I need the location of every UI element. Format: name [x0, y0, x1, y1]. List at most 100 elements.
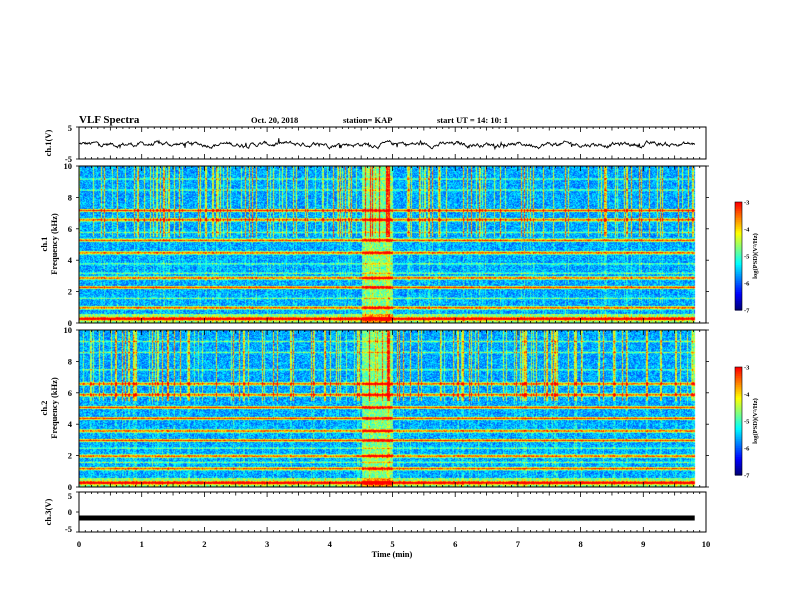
colorbar-cell [735, 458, 742, 462]
time-ticklabel: 0 [77, 539, 81, 549]
colorbar-cell [735, 245, 742, 248]
colorbar-cell [735, 399, 742, 402]
colorbar-cell [735, 395, 742, 399]
ch1-waveform-ticks [76, 126, 707, 160]
colorbar-cell [735, 413, 742, 417]
colorbar-cell [735, 293, 742, 297]
colorbar-ticklabel: -5 [744, 419, 750, 426]
freq-ticklabel: 4 [68, 419, 73, 429]
colorbar-cell [735, 284, 742, 288]
colorbar-cell [735, 433, 742, 436]
colorbar-cell [735, 444, 742, 447]
colorbar-cell [735, 239, 742, 243]
colorbar-cell [735, 394, 742, 397]
freq-ticklabel: 8 [68, 356, 72, 366]
colorbar-cell [735, 397, 742, 400]
ch1-waveform-panel: 5 -5 ch.1(V) [43, 123, 707, 164]
colorbar-cell [735, 370, 742, 373]
colorbar-cell [735, 256, 742, 259]
ch3-waveform-frame [78, 491, 707, 533]
ch3-ytick-min: -5 [65, 524, 72, 534]
colorbar-ticklabel: -4 [744, 227, 750, 234]
colorbar-cell [735, 383, 742, 386]
ch1-colorbar: -3 -4 -5 -6 -7 log(PSD)(V²/Hz) [734, 200, 759, 315]
colorbar-frame [734, 201, 743, 311]
ch1-waveform-trace [78, 138, 696, 151]
time-ticklabel: 8 [578, 539, 582, 549]
colorbar-cell [735, 455, 742, 458]
colorbar-cell [735, 372, 742, 375]
colorbar-cell [735, 230, 742, 234]
colorbar-cell [735, 448, 742, 451]
colorbar-cell [735, 464, 742, 467]
ch3-waveform-ylabel: ch.3(V) [43, 498, 53, 525]
ch2-spectrogram-panel: 0 2 4 6 8 10 ch.2 Frequency (kHz) -3 -4 -5 -6 -7 l… [39, 325, 759, 492]
time-ticklabel: 6 [453, 539, 457, 549]
colorbar-ticklabel: -7 [744, 308, 750, 315]
colorbar-cell [735, 229, 742, 232]
colorbar-cell [735, 302, 742, 306]
colorbar-cell [735, 277, 742, 280]
colorbar-cell [735, 261, 742, 264]
freq-ticklabel: 10 [64, 161, 73, 171]
colorbar-cell [735, 385, 742, 388]
colorbar-cell [735, 435, 742, 438]
colorbar-cell [735, 250, 742, 253]
colorbar-cell [735, 367, 742, 370]
colorbar-cell [735, 234, 742, 237]
time-ticklabel: 5 [390, 539, 394, 549]
colorbar-cell [735, 259, 742, 262]
colorbar-cell [735, 386, 742, 390]
time-ticklabel: 9 [641, 539, 645, 549]
colorbar-cell [735, 227, 742, 230]
colorbar-cell [735, 254, 742, 257]
colorbar-cell [735, 422, 742, 426]
ch1-ytick-min: -5 [65, 154, 72, 164]
colorbar-cell [735, 439, 742, 442]
colorbar-cell [735, 295, 742, 298]
colorbar-cell [735, 266, 742, 270]
ch1-spectrogram-ylabel: Frequency (kHz) [49, 213, 59, 275]
colorbar-cell [735, 207, 742, 210]
ch2-spectrogram-yticklabels: 0 2 4 6 8 10 [64, 325, 709, 492]
colorbar-cell [735, 374, 742, 377]
colorbar-cell [735, 212, 742, 216]
colorbar-cell [735, 467, 742, 471]
colorbar-ticklabel: -4 [744, 392, 750, 399]
colorbar-cell [735, 460, 742, 463]
ch3-ytick-zero: 0 [68, 507, 72, 517]
freq-ticklabel: 6 [68, 224, 72, 234]
freq-ticklabel: 2 [68, 287, 72, 297]
colorbar-cell [735, 241, 742, 244]
colorbar-cell [735, 218, 742, 221]
colorbar-cell [735, 408, 742, 411]
colorbar-ticklabel: -6 [744, 281, 750, 288]
colorbar-cell [735, 265, 742, 268]
colorbar-cell [735, 473, 742, 476]
colorbar-cell [735, 390, 742, 393]
freq-ticklabel: 0 [68, 482, 72, 492]
date-label: Oct. 20, 2018 [251, 115, 298, 125]
colorbar-ticklabel: -3 [744, 365, 750, 372]
freq-ticklabel: 2 [68, 451, 72, 461]
ch1-spectrogram-channel-label: ch.1 [39, 237, 49, 252]
colorbar-cell [735, 426, 742, 429]
colorbar-cell [735, 437, 742, 440]
ch1-spectrogram-heatmap [79, 166, 706, 323]
colorbar-cell [735, 297, 742, 300]
time-axis-ticklabels: 0 1 2 3 4 5 6 7 8 9 10 [77, 539, 710, 549]
ch1-waveform-ylabel: ch.1(V) [43, 129, 53, 156]
colorbar-cell [735, 446, 742, 449]
colorbar-cell [735, 419, 742, 422]
colorbar-cell [735, 238, 742, 241]
colorbar-cell [735, 292, 742, 295]
colorbar-cell [735, 377, 742, 381]
colorbar-label: log(PSD)(V²/Hz) [752, 233, 759, 279]
colorbar-cell [735, 428, 742, 431]
colorbar-cell [735, 209, 742, 212]
colorbar-cell [735, 279, 742, 282]
colorbar-cell [735, 214, 742, 217]
colorbar-cell [735, 457, 742, 460]
colorbar-cell [735, 471, 742, 474]
